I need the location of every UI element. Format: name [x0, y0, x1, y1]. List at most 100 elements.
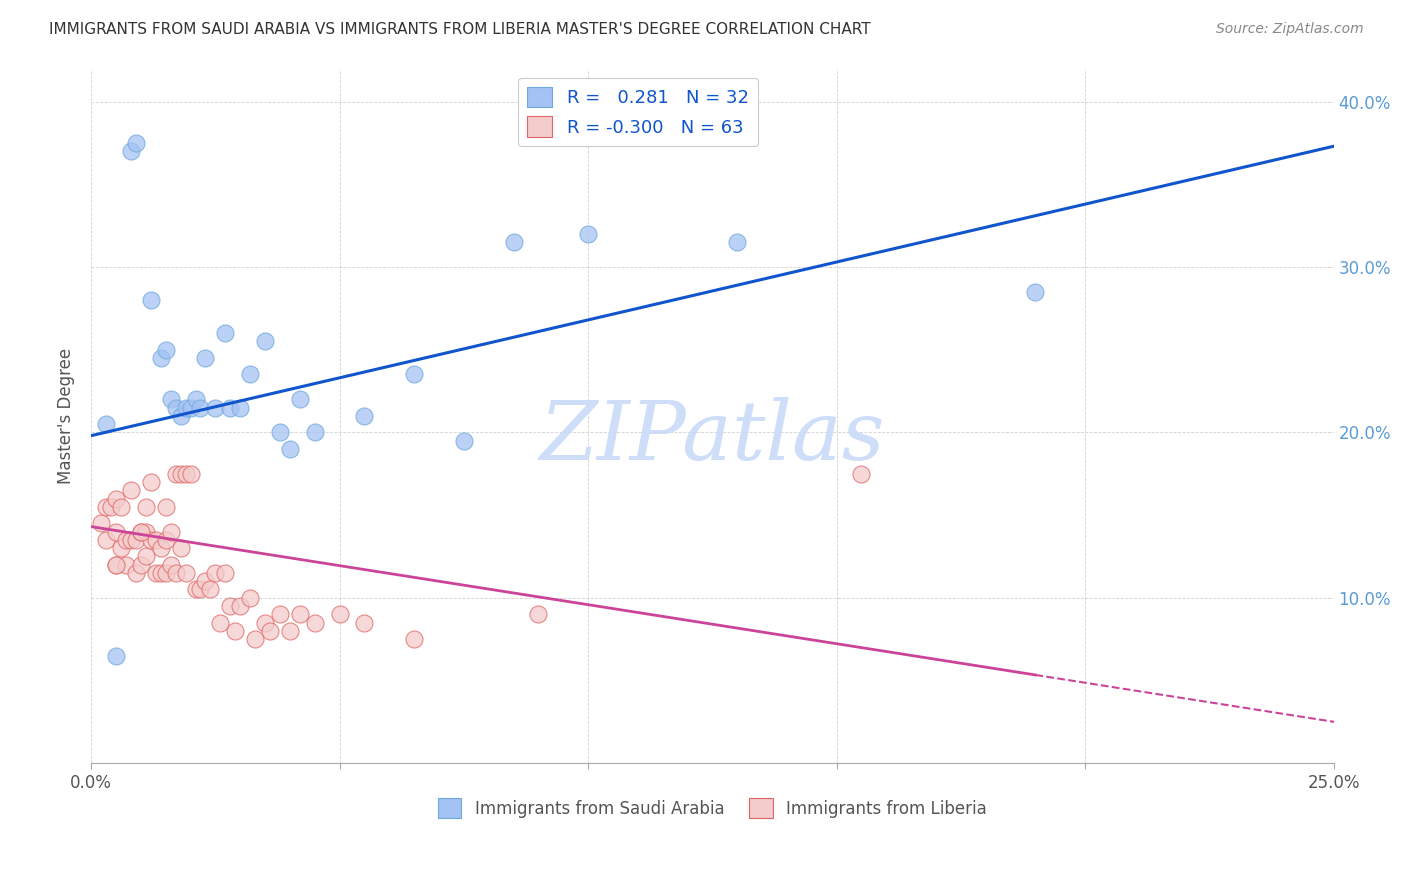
Point [145, 566, 167, 580]
Point [174, 467, 197, 481]
Point [169, 409, 191, 423]
Point [100, 500, 122, 514]
Point [527, 607, 550, 622]
Point [135, 549, 157, 564]
Point [115, 533, 138, 547]
Point [165, 401, 187, 415]
Point [120, 533, 142, 547]
Point [239, 368, 262, 382]
Point [94, 533, 117, 547]
Point [129, 524, 152, 539]
Point [139, 475, 162, 489]
Point [105, 558, 128, 572]
Point [404, 368, 426, 382]
Point [129, 524, 152, 539]
Point [105, 491, 128, 506]
Point [353, 409, 375, 423]
Point [105, 648, 128, 663]
Point [155, 500, 177, 514]
Y-axis label: Master's Degree: Master's Degree [58, 348, 75, 483]
Point [139, 533, 162, 547]
Point [353, 615, 375, 630]
Point [169, 541, 191, 555]
Point [159, 392, 181, 407]
Point [304, 615, 326, 630]
Point [149, 541, 172, 555]
Point [149, 566, 172, 580]
Point [159, 558, 181, 572]
Point [278, 442, 301, 456]
Point [725, 235, 748, 249]
Point [94, 500, 117, 514]
Point [169, 467, 191, 481]
Point [139, 293, 162, 307]
Point [110, 500, 132, 514]
Point [190, 582, 212, 597]
Point [288, 607, 311, 622]
Text: IMMIGRANTS FROM SAUDI ARABIA VS IMMIGRANTS FROM LIBERIA MASTER'S DEGREE CORRELAT: IMMIGRANTS FROM SAUDI ARABIA VS IMMIGRAN… [49, 22, 870, 37]
Point [125, 566, 148, 580]
Point [259, 624, 281, 638]
Point [288, 392, 311, 407]
Point [243, 632, 266, 646]
Point [851, 467, 873, 481]
Point [329, 607, 352, 622]
Point [269, 607, 291, 622]
Point [135, 500, 157, 514]
Point [135, 524, 157, 539]
Point [174, 566, 197, 580]
Point [190, 401, 212, 415]
Point [229, 401, 252, 415]
Point [204, 566, 226, 580]
Point [219, 401, 242, 415]
Point [184, 392, 207, 407]
Point [194, 574, 217, 589]
Point [94, 417, 117, 431]
Point [239, 591, 262, 605]
Point [254, 615, 277, 630]
Point [224, 624, 246, 638]
Text: Source: ZipAtlas.com: Source: ZipAtlas.com [1216, 22, 1364, 37]
Legend: Immigrants from Saudi Arabia, Immigrants from Liberia: Immigrants from Saudi Arabia, Immigrants… [432, 792, 994, 824]
Point [90, 516, 112, 531]
Point [200, 582, 222, 597]
Point [149, 351, 172, 365]
Point [105, 524, 128, 539]
Point [229, 599, 252, 613]
Point [159, 524, 181, 539]
Point [214, 566, 236, 580]
Point [125, 533, 148, 547]
Point [269, 425, 291, 440]
Point [453, 434, 475, 448]
Point [165, 467, 187, 481]
Point [278, 624, 301, 638]
Point [404, 632, 426, 646]
Point [129, 558, 152, 572]
Point [155, 343, 177, 357]
Point [125, 136, 148, 150]
Point [115, 558, 138, 572]
Point [180, 467, 202, 481]
Point [180, 401, 202, 415]
Point [155, 566, 177, 580]
Point [304, 425, 326, 440]
Point [1024, 285, 1046, 299]
Point [120, 483, 142, 498]
Text: ZIPatlas: ZIPatlas [540, 397, 886, 476]
Point [184, 582, 207, 597]
Point [204, 401, 226, 415]
Point [165, 566, 187, 580]
Point [194, 351, 217, 365]
Point [145, 533, 167, 547]
Point [209, 615, 232, 630]
Point [155, 533, 177, 547]
Point [502, 235, 524, 249]
Point [120, 145, 142, 159]
Point [105, 558, 128, 572]
Point [214, 326, 236, 340]
Point [254, 334, 277, 349]
Point [219, 599, 242, 613]
Point [110, 541, 132, 555]
Point [576, 227, 599, 241]
Point [174, 401, 197, 415]
